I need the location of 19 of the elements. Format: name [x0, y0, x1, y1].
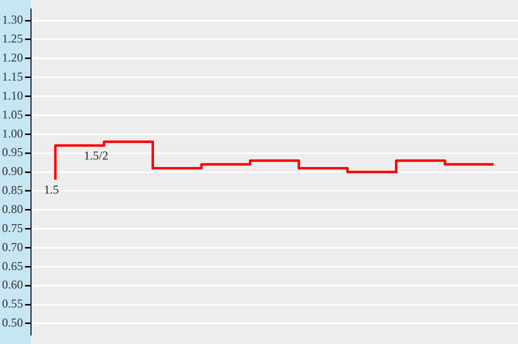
y-tick-label: 0.75 — [2, 220, 23, 235]
y-tick-label: 0.95 — [2, 145, 23, 160]
y-tick-label: 0.50 — [2, 316, 23, 330]
y-tick-label: 0.80 — [2, 202, 23, 216]
y-tick-label: 1.10 — [2, 88, 23, 102]
y-tick-label: 0.65 — [2, 258, 23, 273]
y-tick-label: 0.90 — [2, 164, 23, 178]
y-tick-label: 0.85 — [2, 183, 23, 198]
y-tick-label: 0.70 — [2, 240, 23, 254]
annotation: 1.5/2 — [84, 148, 108, 163]
y-tick-label: 1.30 — [2, 12, 23, 27]
y-tick-label: 1.20 — [2, 50, 23, 65]
y-tick-label: 1.05 — [2, 107, 23, 122]
y-tick-label: 0.55 — [2, 296, 23, 311]
y-tick-label: 0.60 — [2, 278, 23, 292]
annotation: 1.5 — [44, 182, 59, 197]
y-tick-label: 1.00 — [2, 126, 23, 140]
y-tick-label: 1.25 — [2, 32, 23, 46]
y-tick-label: 1.15 — [2, 70, 23, 84]
